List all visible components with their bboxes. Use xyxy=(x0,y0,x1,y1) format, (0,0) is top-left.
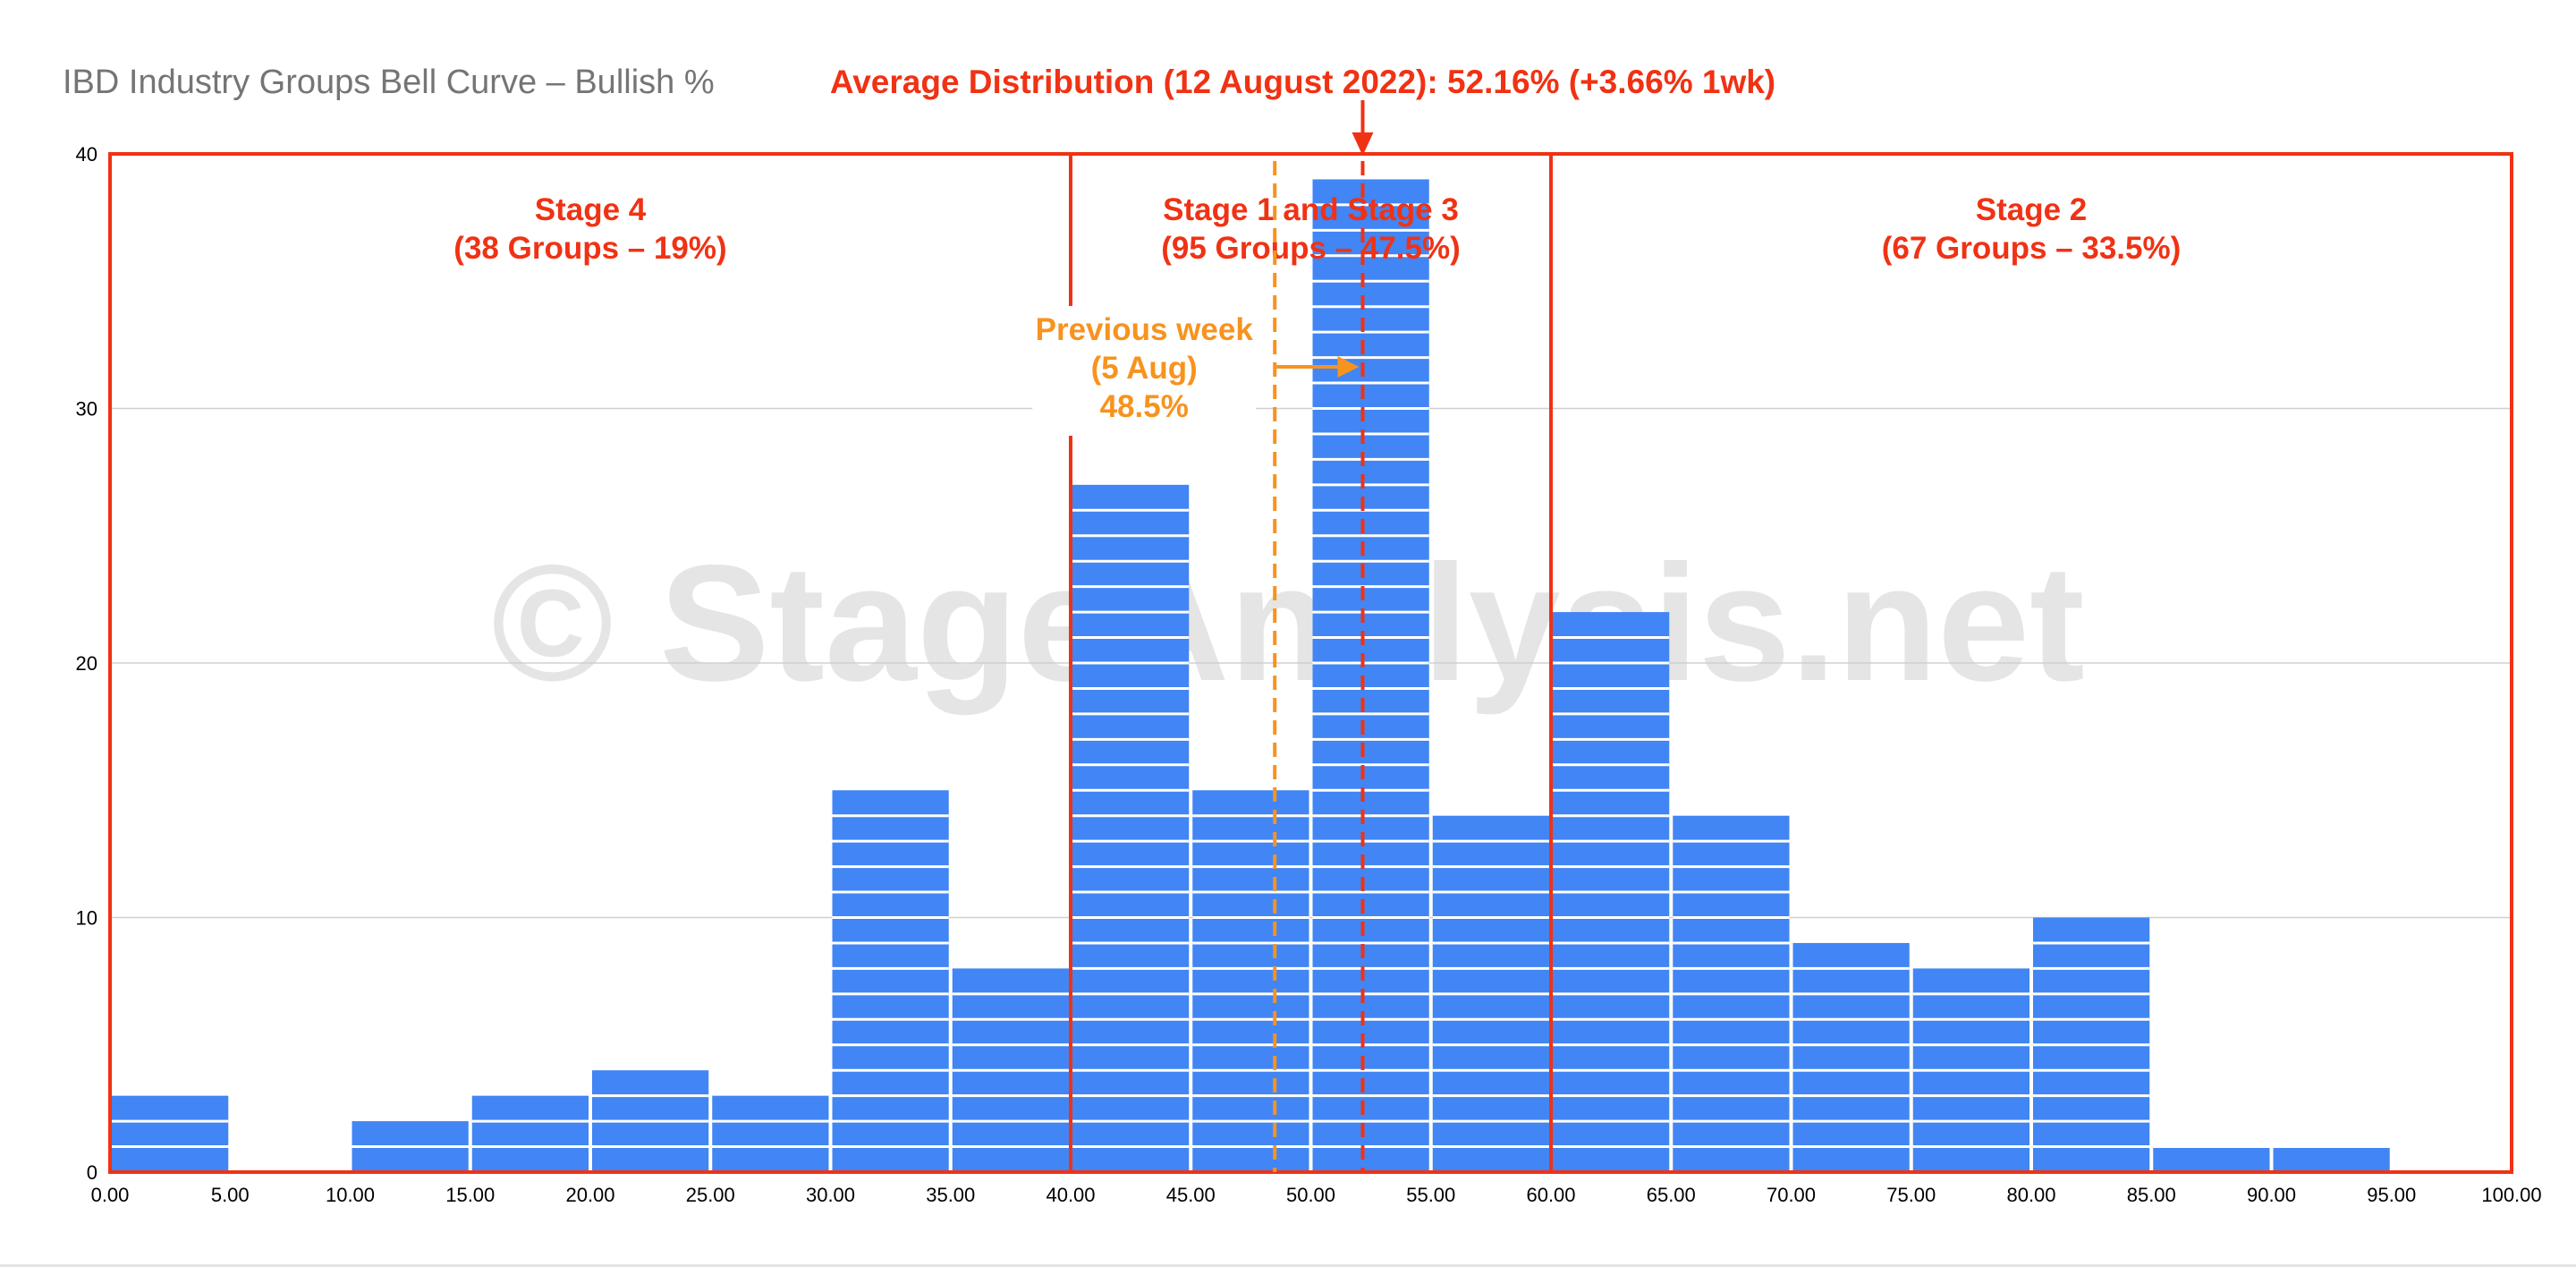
x-tick-label: 30.00 xyxy=(806,1184,855,1206)
bar xyxy=(1312,179,1429,1173)
watermark-layer: © StageAnalysis.net xyxy=(491,531,2084,716)
bar xyxy=(1192,790,1309,1172)
bar xyxy=(2273,1146,2390,1172)
x-tick-label: 40.00 xyxy=(1046,1184,1095,1206)
chart-title: IBD Industry Groups Bell Curve – Bullish… xyxy=(63,64,715,101)
bar xyxy=(471,1095,589,1172)
y-tick-label: 0 xyxy=(87,1161,97,1184)
stage-groups-label: (95 Groups – 47.5%) xyxy=(1161,231,1461,266)
y-tick-label: 10 xyxy=(76,907,97,930)
previous-week-label: (5 Aug) xyxy=(1091,351,1198,386)
x-tick-label: 100.00 xyxy=(2481,1184,2541,1206)
x-tick-label: 15.00 xyxy=(445,1184,495,1206)
x-tick-label: 20.00 xyxy=(565,1184,614,1206)
x-tick-label: 65.00 xyxy=(1647,1184,1696,1206)
x-tick-label: 60.00 xyxy=(1526,1184,1575,1206)
previous-week-label: 48.5% xyxy=(1100,389,1189,424)
x-tick-label: 90.00 xyxy=(2247,1184,2296,1206)
bar xyxy=(1072,484,1190,1172)
average-distribution-headline: Average Distribution (12 August 2022): 5… xyxy=(830,64,1775,100)
x-tick-label: 50.00 xyxy=(1286,1184,1335,1206)
previous-week-label: Previous week xyxy=(1036,312,1254,347)
x-tick-label: 55.00 xyxy=(1406,1184,1455,1206)
previous-week-label-backdrop xyxy=(1032,306,1257,436)
watermark-text: © StageAnalysis.net xyxy=(491,531,2084,716)
bars xyxy=(0,179,2513,1173)
shift-arrow-head xyxy=(1337,356,1360,378)
bar xyxy=(112,1095,229,1172)
stage-label: Stage 4 xyxy=(535,192,647,227)
stage-box xyxy=(1549,152,2513,1174)
y-tick-label: 40 xyxy=(76,143,97,166)
stage-groups-label: (67 Groups – 33.5%) xyxy=(1882,231,2182,266)
stage-boxes: Stage 4 (38 Groups – 19%) Stage 1 and Stag… xyxy=(108,152,2513,1174)
bar xyxy=(2153,1146,2270,1172)
x-tick-label: 35.00 xyxy=(926,1184,975,1206)
bottom-divider xyxy=(0,1264,2576,1267)
bar xyxy=(832,790,949,1172)
y-tick-label: 20 xyxy=(76,652,97,675)
stage-label: Stage 1 and Stage 3 xyxy=(1163,192,1459,227)
stage-label: Stage 2 xyxy=(1976,192,2088,227)
x-tick-label: 0.00 xyxy=(91,1184,130,1206)
x-tick-label: 80.00 xyxy=(2006,1184,2055,1206)
bar xyxy=(1792,942,1910,1172)
x-tick-label: 45.00 xyxy=(1166,1184,1216,1206)
x-tick-label: 95.00 xyxy=(2367,1184,2416,1206)
x-tick-label: 75.00 xyxy=(1886,1184,1936,1206)
x-tick-label: 85.00 xyxy=(2127,1184,2176,1206)
bar xyxy=(712,1095,829,1172)
x-tick-label: 5.00 xyxy=(211,1184,250,1206)
x-tick-label: 10.00 xyxy=(326,1184,375,1206)
x-tick-label: 70.00 xyxy=(1767,1184,1816,1206)
average-arrow-head xyxy=(1352,132,1374,156)
y-tick-label: 30 xyxy=(76,398,97,421)
annotations: Previous week (5 Aug)48.5% xyxy=(1032,100,1374,1172)
x-tick-label: 25.00 xyxy=(686,1184,735,1206)
stage-groups-label: (38 Groups – 19%) xyxy=(453,231,726,266)
